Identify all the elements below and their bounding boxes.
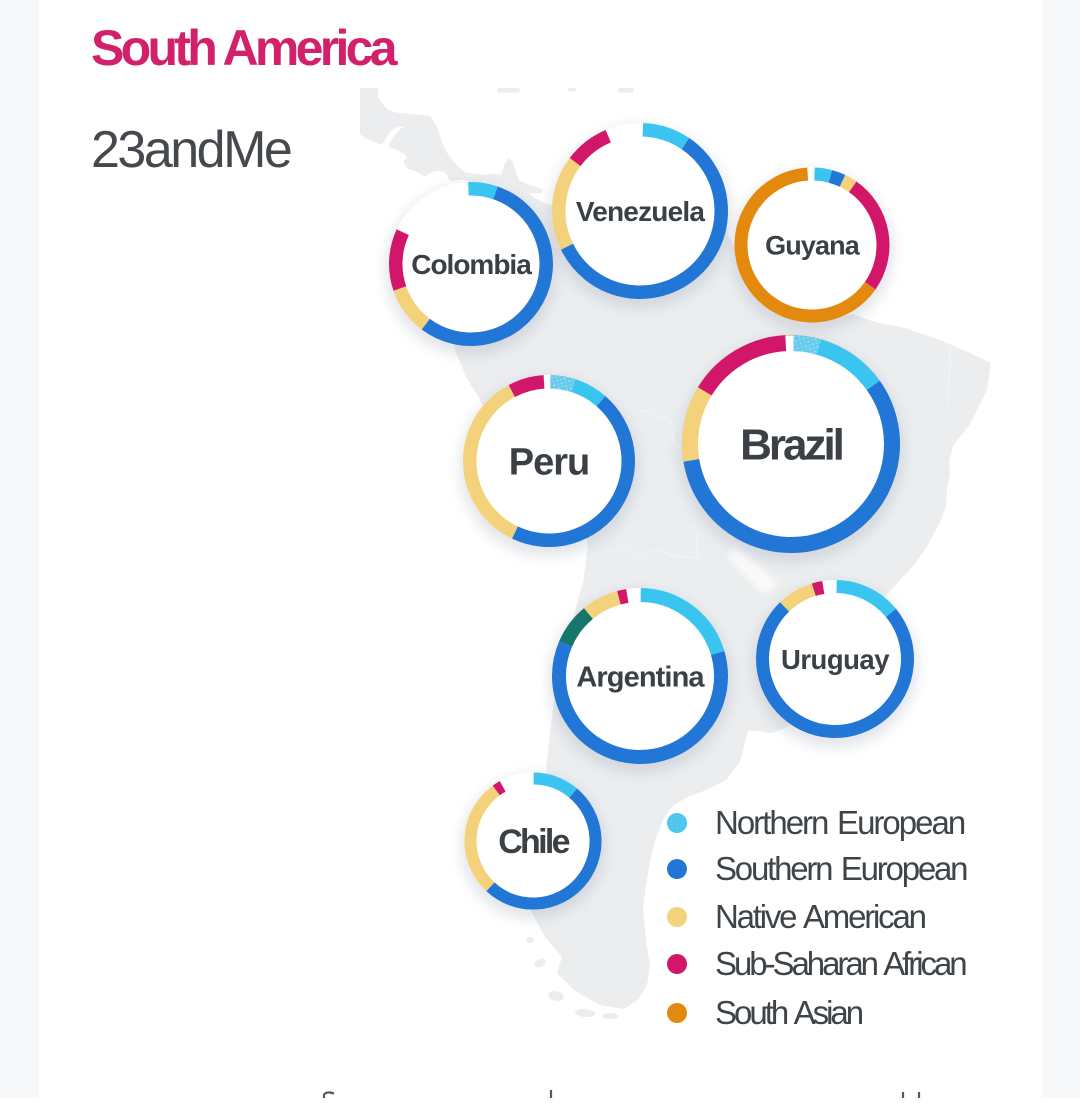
svg-text:Peru: Peru [509,442,589,484]
svg-text:Southern European: Southern European [715,850,967,887]
svg-text:Northern European: Northern European [715,804,965,841]
svg-text:Chile: Chile [498,823,569,861]
svg-text:Native American: Native American [715,898,926,935]
svg-text:Guyana: Guyana [765,231,861,261]
svg-text:South Asian: South Asian [715,994,863,1031]
svg-text:Argentina: Argentina [576,661,705,693]
svg-text:Venezuela: Venezuela [576,196,705,227]
svg-text:Uruguay: Uruguay [781,644,890,675]
svg-text:Brazil: Brazil [740,421,843,470]
svg-text:Sub-Saharan African: Sub-Saharan African [715,945,966,982]
svg-text:Colombia: Colombia [411,249,532,280]
